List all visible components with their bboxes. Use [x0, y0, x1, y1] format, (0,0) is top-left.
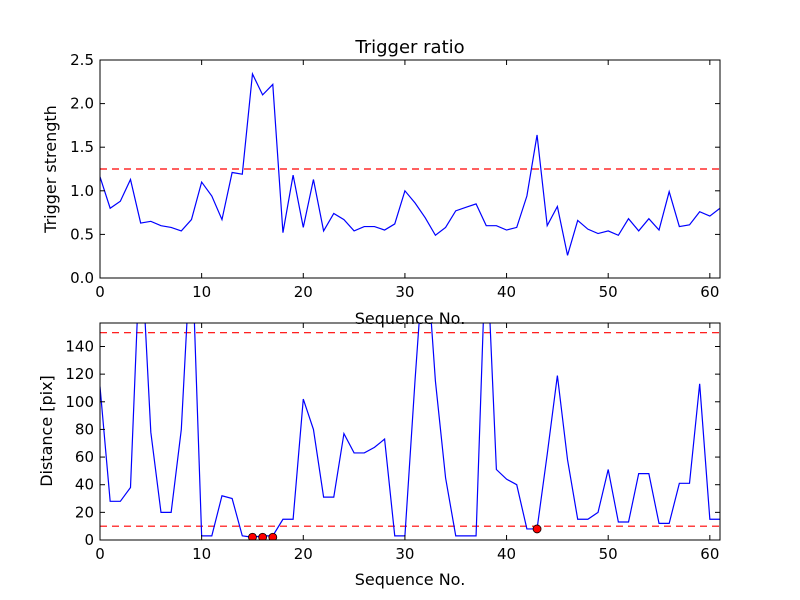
x-tick-label: 30: [395, 283, 414, 301]
axes-frame: [99, 59, 721, 279]
x-tick-label: 50: [599, 283, 618, 301]
x-tick-label: 30: [395, 545, 414, 563]
plot-area: [100, 71, 720, 256]
x-ticks: 0 10 20 30 40 50 60: [95, 60, 719, 301]
y-ticks: 0 20 40 60 80 100 120 140: [65, 337, 720, 549]
trigger-ratio-panel: Trigger ratio 0 10 20 30 40 50 60 0.0 0.5 1.0 1.5…: [41, 37, 721, 328]
y-tick-label: 0: [84, 531, 94, 549]
y-tick-label: 120: [65, 365, 94, 383]
y-tick-label: 40: [75, 476, 94, 494]
x-tick-label: 20: [294, 545, 313, 563]
x-ticks: 0 10 20 30 40 50 60: [95, 323, 719, 563]
series-line: [100, 71, 720, 256]
x-tick-label: 60: [700, 545, 719, 563]
y-tick-label: 80: [75, 420, 94, 438]
x-tick-label: 40: [497, 545, 516, 563]
data-point-marker: [532, 524, 542, 534]
x-tick-label: 0: [95, 283, 105, 301]
y-tick-label: 1.5: [70, 138, 94, 156]
y-tick-label: 20: [75, 503, 94, 521]
data-point-marker: [248, 532, 257, 540]
data-point-marker: [268, 532, 278, 540]
axes-frame: [99, 322, 721, 541]
y-tick-label: 1.0: [70, 182, 94, 200]
plot-area: [100, 323, 720, 540]
y-axis-label: Distance [pix]: [37, 375, 56, 487]
markers: [248, 524, 542, 540]
series-line: [100, 323, 720, 538]
x-tick-label: 10: [192, 545, 211, 563]
distance-panel: 0 10 20 30 40 50 60 0 20 40 60 80 100 120 140 Sequenc…: [37, 322, 721, 589]
x-tick-label: 0: [95, 545, 105, 563]
y-tick-label: 60: [75, 448, 94, 466]
x-axis-label: Sequence No.: [355, 570, 466, 589]
x-axis-label: Sequence No.: [355, 309, 466, 328]
chart-title: Trigger ratio: [354, 37, 464, 58]
y-ticks: 0.0 0.5 1.0 1.5 2.0 2.5: [70, 51, 720, 287]
x-tick-label: 20: [294, 283, 313, 301]
y-tick-label: 0.0: [70, 269, 94, 287]
data-point-marker: [258, 532, 268, 540]
data-line: [100, 71, 720, 256]
data-line: [100, 323, 720, 538]
y-tick-label: 100: [65, 393, 94, 411]
y-tick-label: 0.5: [70, 225, 94, 243]
x-tick-label: 50: [599, 545, 618, 563]
x-tick-label: 40: [497, 283, 516, 301]
y-tick-label: 2.5: [70, 51, 94, 69]
x-tick-label: 60: [700, 283, 719, 301]
y-tick-label: 2.0: [70, 95, 94, 113]
y-tick-label: 140: [65, 337, 94, 355]
y-axis-label: Trigger strength: [41, 105, 60, 234]
threshold-lines: [100, 332, 720, 527]
x-tick-label: 10: [192, 283, 211, 301]
